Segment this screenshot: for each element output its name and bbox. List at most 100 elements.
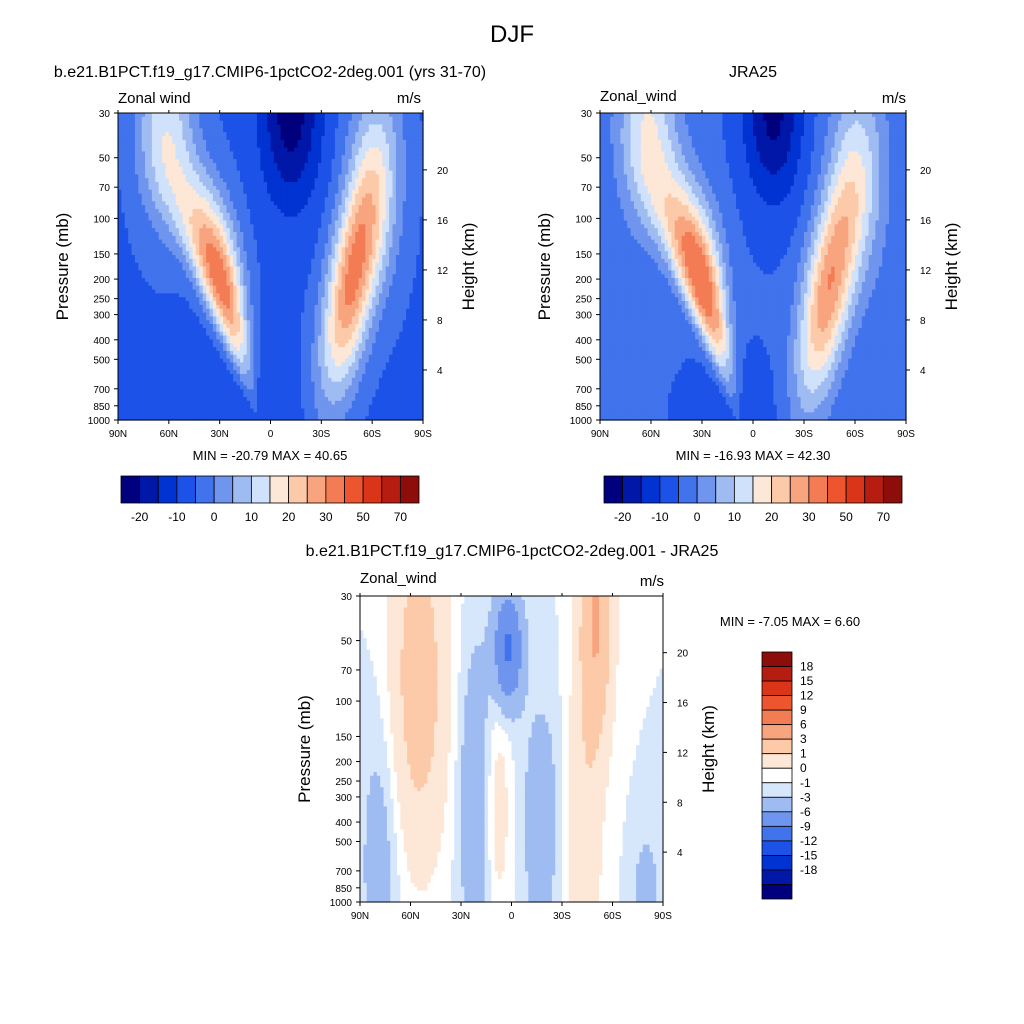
contour-cell bbox=[162, 132, 167, 137]
contour-cell bbox=[155, 339, 160, 344]
contour-cell bbox=[124, 327, 129, 333]
contour-cell bbox=[168, 312, 173, 317]
contour-cell bbox=[128, 274, 133, 279]
contour-cell bbox=[121, 216, 126, 222]
contour-cell bbox=[128, 308, 133, 314]
contour-cell bbox=[131, 297, 136, 302]
contour-cell bbox=[118, 285, 122, 291]
contour-cell bbox=[134, 331, 139, 337]
contour-cell bbox=[138, 220, 143, 225]
contour-cell bbox=[131, 224, 136, 229]
contour-cell bbox=[168, 274, 173, 279]
contour-cell bbox=[155, 120, 160, 126]
contour-cell bbox=[151, 373, 156, 379]
contour-cell bbox=[165, 262, 170, 268]
contour-cell bbox=[168, 404, 173, 410]
contour-cell bbox=[145, 408, 150, 413]
contour-cell bbox=[155, 270, 160, 275]
contour-cell bbox=[118, 120, 122, 126]
contour-cell bbox=[165, 178, 170, 183]
contour-cell bbox=[124, 162, 129, 168]
contour-cell bbox=[118, 159, 122, 164]
contour-cell bbox=[121, 285, 126, 291]
contour-cell bbox=[138, 132, 143, 137]
contour-cell bbox=[158, 324, 163, 329]
contour-cell bbox=[148, 312, 153, 317]
contour-cell bbox=[172, 370, 177, 375]
contour-cell bbox=[128, 235, 133, 241]
contour-cell bbox=[168, 358, 173, 364]
contour-cell bbox=[124, 170, 129, 175]
contour-cell bbox=[118, 228, 122, 233]
contour-cell bbox=[151, 166, 156, 172]
contour-cell bbox=[121, 116, 126, 122]
contour-cell bbox=[162, 208, 167, 214]
contour-cell bbox=[134, 312, 139, 317]
contour-cell bbox=[155, 239, 160, 245]
contour-cell bbox=[131, 339, 136, 344]
contour-cell bbox=[151, 231, 156, 237]
contour-cell bbox=[168, 289, 173, 294]
contour-cell bbox=[158, 350, 163, 356]
contour-cell bbox=[145, 185, 150, 191]
contour-cell bbox=[162, 370, 167, 375]
contour-cell bbox=[118, 370, 122, 375]
contour-cell bbox=[138, 159, 143, 164]
contour-cell bbox=[162, 247, 167, 252]
contour-cell bbox=[155, 416, 160, 421]
contour-cell bbox=[124, 120, 129, 126]
contour-cell bbox=[118, 324, 122, 329]
contour-cell bbox=[134, 396, 139, 402]
contour-cell bbox=[168, 143, 173, 149]
contour-cell bbox=[141, 197, 146, 202]
contour-cell bbox=[128, 396, 133, 402]
contour-cell bbox=[148, 178, 153, 183]
contour-cell bbox=[128, 170, 133, 175]
contour-cell bbox=[138, 366, 143, 371]
contour-cell bbox=[145, 396, 150, 402]
contour-cell bbox=[118, 308, 122, 314]
contour-cell bbox=[162, 143, 167, 149]
contour-cell bbox=[131, 193, 136, 199]
contour-cell bbox=[172, 385, 177, 390]
contour-cell bbox=[165, 185, 170, 191]
contour-cell bbox=[168, 297, 173, 302]
contour-cell bbox=[148, 120, 153, 126]
contour-cell bbox=[162, 162, 167, 168]
contour-cell bbox=[141, 231, 146, 237]
contour-cell bbox=[165, 381, 170, 387]
contour-cell bbox=[158, 327, 163, 333]
contour-cell bbox=[121, 254, 126, 260]
contour-cell bbox=[138, 320, 143, 325]
contour-cell bbox=[172, 377, 177, 383]
contour-cell bbox=[155, 335, 160, 341]
contour-cell bbox=[128, 120, 133, 126]
contour-cell bbox=[134, 327, 139, 333]
contour-cell bbox=[168, 224, 173, 229]
contour-cell bbox=[138, 189, 143, 195]
contour-cell bbox=[138, 350, 143, 356]
contour-cell bbox=[158, 147, 163, 152]
contour-cell bbox=[155, 301, 160, 306]
contour-cell bbox=[151, 212, 156, 218]
contour-cell bbox=[118, 404, 122, 410]
contour-cell bbox=[128, 136, 133, 141]
contour-cell bbox=[158, 197, 163, 202]
contour-cell bbox=[162, 381, 167, 387]
contour-cell bbox=[145, 381, 150, 387]
contour-cell bbox=[121, 289, 126, 294]
contour-cell bbox=[148, 324, 153, 329]
contour-cell bbox=[131, 185, 136, 191]
contour-cell bbox=[172, 281, 177, 287]
contour-cell bbox=[151, 266, 156, 271]
contour-cell bbox=[118, 143, 122, 149]
contour-cell bbox=[141, 178, 146, 183]
contour-cell bbox=[134, 304, 139, 310]
contour-cell bbox=[151, 324, 156, 329]
contour-cell bbox=[141, 278, 146, 283]
contour-cell bbox=[128, 113, 133, 118]
contour-cell bbox=[148, 404, 153, 410]
contour-cell bbox=[145, 377, 150, 383]
contour-cell bbox=[128, 354, 133, 360]
contour-cell bbox=[121, 170, 126, 175]
